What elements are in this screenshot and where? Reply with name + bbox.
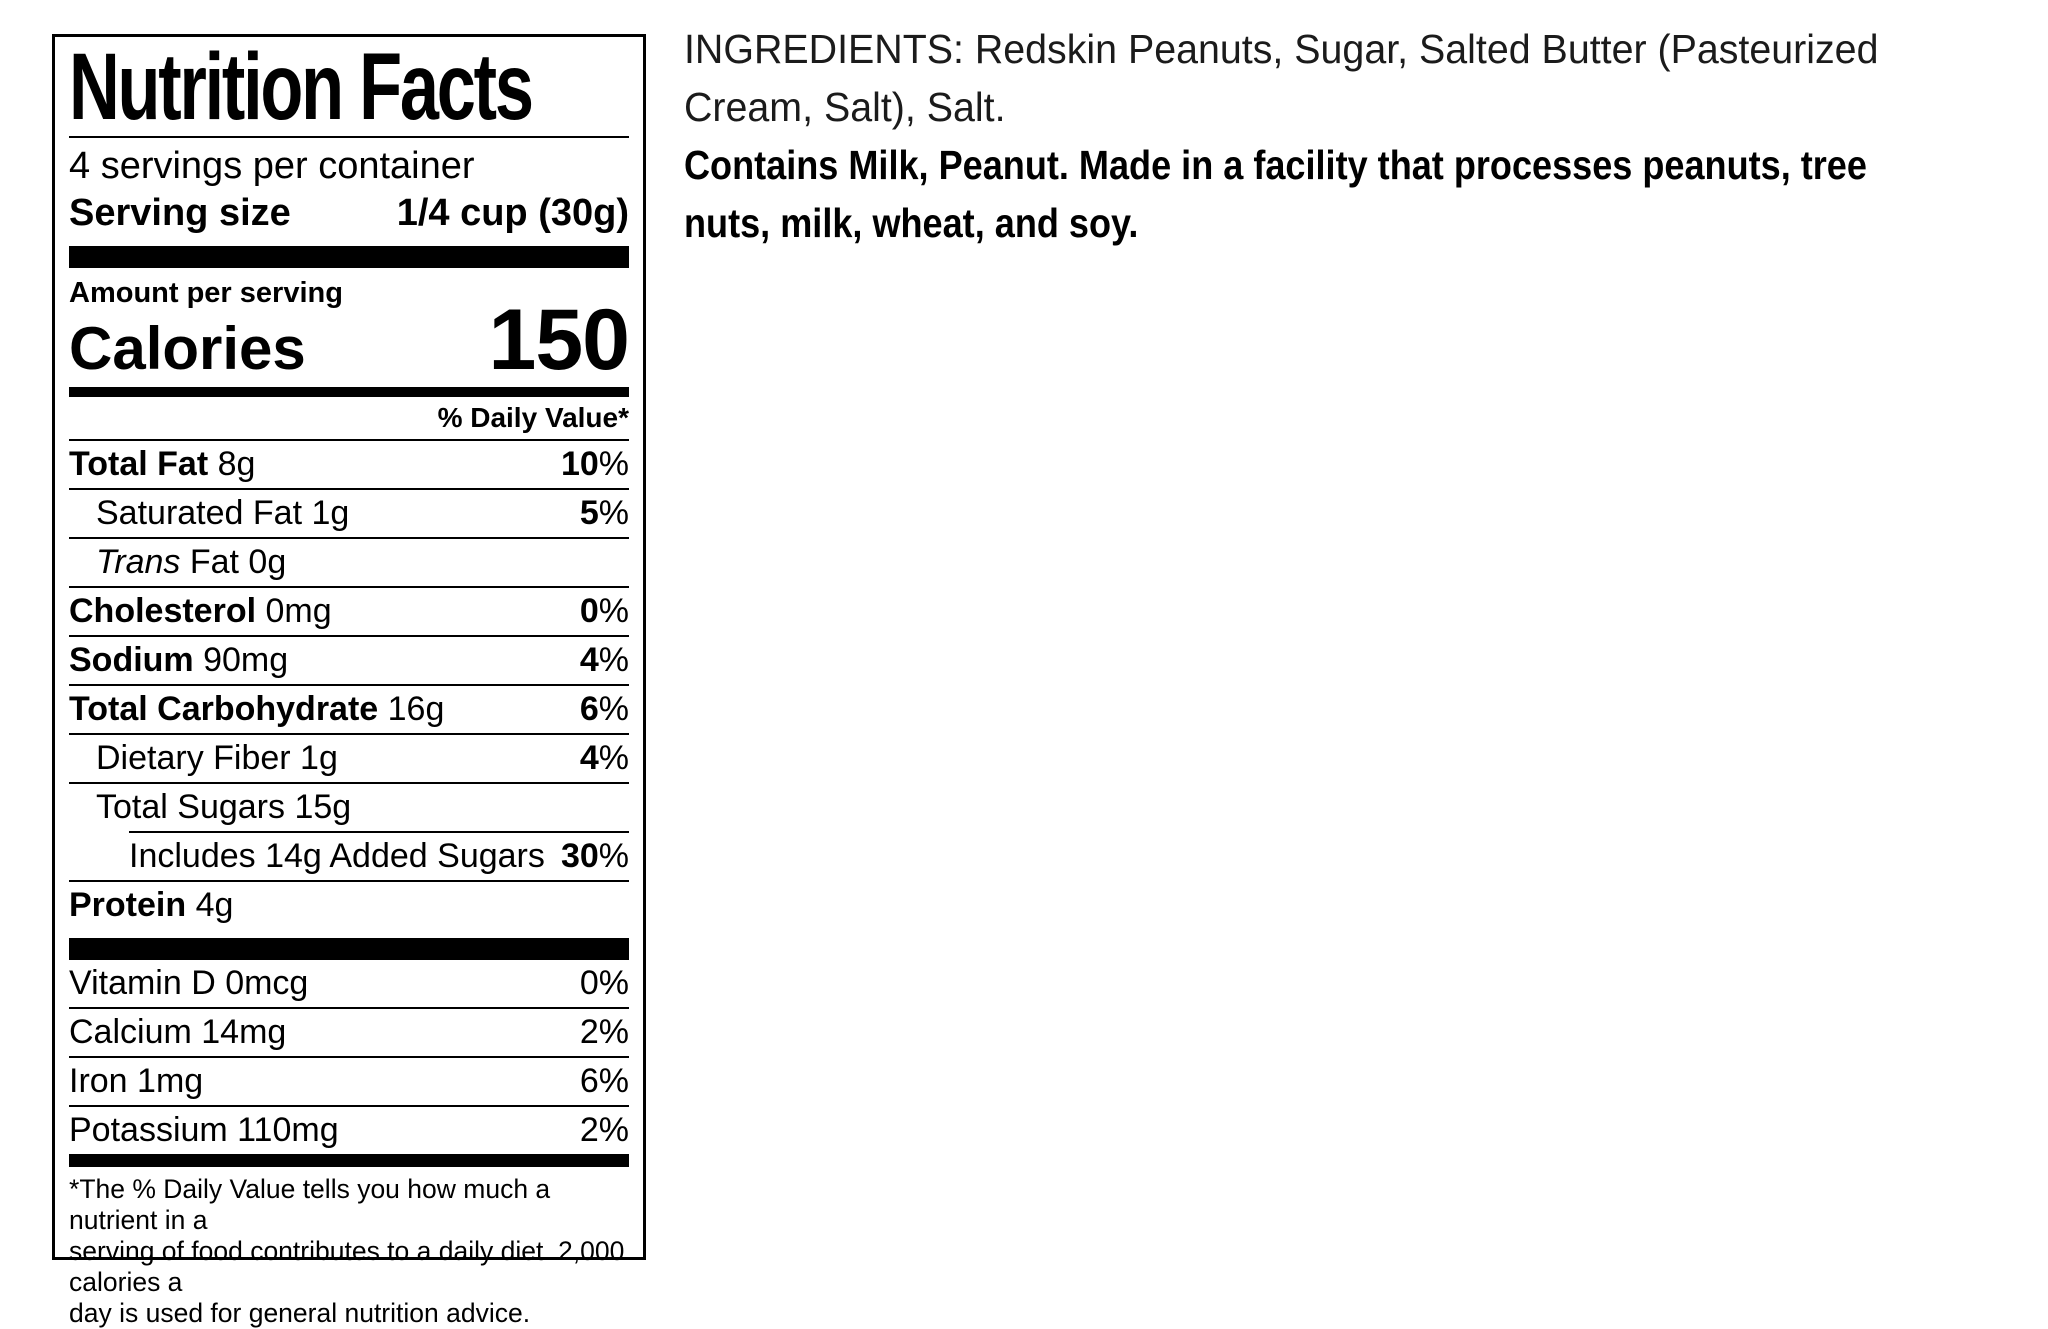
- row-divider: [69, 586, 629, 588]
- nutrient-row-saturated-fat: Saturated Fat 1g 5%: [69, 490, 629, 537]
- nutrient-name: Vitamin D 0mcg: [69, 964, 309, 1002]
- footnote-daily-value: *The % Daily Value tells you how much a …: [69, 1167, 629, 1329]
- nutrient-name: Sodium 90mg: [69, 641, 289, 679]
- footnote-line: day is used for general nutrition advice…: [69, 1298, 531, 1328]
- micronutrient-row-iron: Iron 1mg 6%: [69, 1058, 629, 1105]
- medium-divider-bar: [69, 387, 629, 397]
- thick-divider-bar: [69, 246, 629, 268]
- nutrient-daily-value: 2%: [579, 1111, 629, 1149]
- percent-daily-value-header: % Daily Value*: [69, 397, 629, 441]
- nutrient-daily-value: 6%: [579, 1062, 629, 1100]
- nutrient-name: Includes 14g Added Sugars: [129, 837, 545, 875]
- row-divider: [69, 684, 629, 686]
- allergen-statement-line: Contains Milk, Peanut. Made in a facilit…: [684, 142, 1867, 188]
- nutrient-name: Total Fat 8g: [69, 445, 256, 483]
- serving-size-label: Serving size: [69, 192, 291, 234]
- nutrient-row-total-carbohydrate: Total Carbohydrate 16g 6%: [69, 686, 629, 733]
- row-divider-indented: [129, 831, 629, 833]
- ingredients-panel: INGREDIENTS: Redskin Peanuts, Sugar, Sal…: [684, 20, 2028, 252]
- nutrient-daily-value: 4%: [579, 641, 629, 679]
- nutrient-row-total-sugars: Total Sugars 15g: [69, 784, 629, 831]
- title-divider: [69, 136, 629, 138]
- row-divider: [69, 537, 629, 539]
- nutrient-name: Potassium 110mg: [69, 1111, 339, 1149]
- amount-per-serving-label: Amount per serving: [69, 277, 343, 309]
- micronutrient-row-vitamin-d: Vitamin D 0mcg 0%: [69, 960, 629, 1007]
- row-divider: [69, 1056, 629, 1058]
- nutrient-daily-value: 4%: [579, 739, 629, 777]
- calories-label: Calories: [69, 315, 306, 382]
- nutrient-daily-value: 30%: [560, 837, 629, 875]
- row-divider: [69, 880, 629, 882]
- row-divider: [69, 1105, 629, 1107]
- ingredients-statement-line: Cream, Salt), Salt.: [684, 84, 1006, 130]
- ingredients-statement-line: INGREDIENTS: Redskin Peanuts, Sugar, Sal…: [684, 26, 1879, 72]
- nutrient-name: Protein 4g: [69, 886, 234, 924]
- nutrient-name: Saturated Fat 1g: [96, 494, 350, 532]
- row-divider: [69, 488, 629, 490]
- nutrient-daily-value: 6%: [579, 690, 629, 728]
- row-divider: [69, 1007, 629, 1009]
- page: { "colors": { "text": "#000000", "backgr…: [52, 20, 2028, 1328]
- row-divider: [69, 733, 629, 735]
- nutrition-facts-label: Nutrition Facts 4 servings per container…: [52, 34, 646, 1328]
- serving-size-value: 1/4 cup (30g): [396, 192, 629, 234]
- nutrient-name: Calcium 14mg: [69, 1013, 287, 1051]
- nutrient-name: Iron 1mg: [69, 1062, 204, 1100]
- nutrient-row-total-fat: Total Fat 8g 10%: [69, 441, 629, 488]
- allergen-statement-line: nuts, milk, wheat, and soy.: [684, 200, 1139, 246]
- nutrient-name: Total Sugars 15g: [96, 788, 352, 826]
- row-divider: [69, 782, 629, 784]
- medium-divider-bar: [69, 1154, 629, 1167]
- nutrient-daily-value: 10%: [560, 445, 629, 483]
- row-divider: [69, 635, 629, 637]
- nutrition-facts-title: Nutrition Facts: [69, 34, 534, 140]
- nutrient-row-added-sugars: Includes 14g Added Sugars 30%: [69, 833, 629, 880]
- thick-divider-bar: [69, 938, 629, 960]
- calories-row: Calories 150: [69, 292, 630, 388]
- nutrient-row-sodium: Sodium 90mg 4%: [69, 637, 629, 684]
- micronutrient-row-calcium: Calcium 14mg 2%: [69, 1009, 629, 1056]
- nutrient-daily-value: 0%: [579, 592, 629, 630]
- nutrient-daily-value: 2%: [579, 1013, 629, 1051]
- nutrient-name: Cholesterol 0mg: [69, 592, 332, 630]
- nutrient-row-trans-fat: Trans Fat 0g: [69, 539, 629, 586]
- nutrient-daily-value: 5%: [579, 494, 629, 532]
- nutrient-name: Dietary Fiber 1g: [96, 739, 338, 777]
- nutrient-row-cholesterol: Cholesterol 0mg 0%: [69, 588, 629, 635]
- servings-per-container: 4 servings per container: [69, 145, 475, 187]
- calories-value: 150: [488, 292, 630, 388]
- nutrient-name: Total Carbohydrate 16g: [69, 690, 445, 728]
- nutrient-row-dietary-fiber: Dietary Fiber 1g 4%: [69, 735, 629, 782]
- serving-size-row: Serving size 1/4 cup (30g): [69, 190, 629, 237]
- nutrient-daily-value: 0%: [579, 964, 629, 1002]
- nutrient-row-protein: Protein 4g: [69, 882, 629, 929]
- footnote-line: *The % Daily Value tells you how much a …: [69, 1174, 551, 1235]
- micronutrient-row-potassium: Potassium 110mg 2%: [69, 1107, 629, 1154]
- nutrient-name: Trans Fat 0g: [96, 543, 287, 581]
- footnote-line: serving of food contributes to a daily d…: [69, 1236, 625, 1297]
